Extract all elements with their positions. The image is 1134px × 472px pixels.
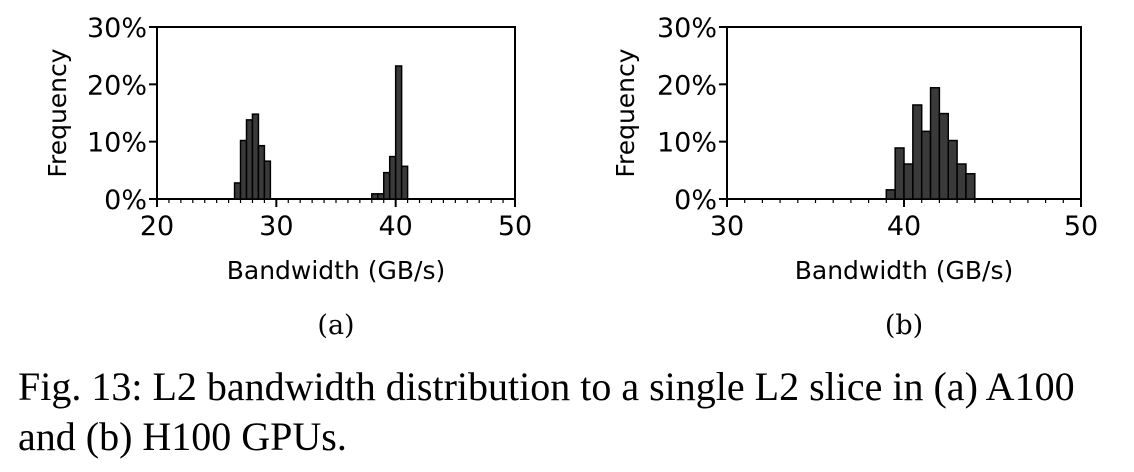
histogram-bar-b-7 (947, 139, 958, 200)
x-axis-ticks-b: 30 40 50 (710, 199, 1098, 242)
histogram-bar-a-9 (388, 155, 397, 200)
histogram-bar-a-7 (377, 193, 385, 200)
y-tick-label-a-0: 0% (104, 185, 147, 216)
histogram-panel-b: 30 40 50 0% 10% 20% 30% Bandwidth (GB/s) Freq… (611, 13, 1098, 341)
subplot-label-a: (a) (317, 310, 354, 341)
y-axis-ticks-b: 0% 10% 20% 30% (657, 13, 727, 216)
histogram-bar-a-4 (257, 144, 266, 200)
y-tick-label-b-2: 20% (657, 70, 717, 101)
histogram-bar-a-8 (382, 171, 391, 200)
y-tick-label-b-1: 10% (657, 128, 717, 159)
histogram-bar-a-5 (263, 160, 272, 200)
histogram-bar-a-6 (371, 193, 379, 200)
y-axis-label-a: Frequency (43, 48, 72, 177)
y-tick-label-a-1: 10% (87, 128, 147, 159)
histogram-bar-b-9 (965, 173, 976, 200)
histogram-bar-b-2 (903, 163, 914, 200)
histogram-bar-b-8 (956, 163, 967, 200)
histogram-bar-b-1 (894, 147, 905, 200)
y-axis-ticks-a: 0% 10% 20% 30% (87, 13, 157, 216)
x-axis-label-a: Bandwidth (GB/s) (227, 256, 446, 285)
histogram-bars-b (885, 87, 976, 200)
x-tick-label-a-0: 20 (140, 211, 174, 242)
histogram-bars-a (233, 65, 409, 200)
histogram-bar-a-3 (251, 113, 260, 200)
histogram-bar-a-2 (245, 119, 254, 200)
x-tick-label-a-3: 50 (498, 211, 532, 242)
x-axis-label-b: Bandwidth (GB/s) (795, 256, 1014, 285)
histogram-bar-b-5 (929, 87, 941, 200)
histogram-bar-b-6 (938, 112, 950, 200)
x-tick-label-a-1: 30 (259, 211, 293, 242)
histogram-bar-b-0 (885, 189, 896, 200)
x-tick-label-b-1: 40 (887, 211, 921, 242)
y-tick-label-a-3: 30% (87, 13, 147, 44)
x-tick-label-b-2: 50 (1064, 211, 1098, 242)
x-tick-label-a-2: 40 (378, 211, 412, 242)
y-axis-label-b: Frequency (611, 48, 640, 177)
histogram-bar-b-4 (920, 130, 932, 200)
histogram-bar-a-10 (394, 65, 403, 200)
histogram-bar-a-1 (239, 139, 248, 200)
plot-frame-a (156, 26, 516, 200)
figure-caption: Fig. 13: L2 bandwidth distribution to a … (18, 364, 1075, 459)
histogram-bar-a-0 (233, 182, 242, 200)
x-axis-ticks-a: 20 30 40 50 (140, 199, 532, 242)
histogram-panel-a: 20 30 40 50 0% 10% 20% 30% Bandwidth (GB/s) Fr… (43, 13, 532, 341)
subplot-label-b: (b) (885, 310, 923, 341)
histogram-bar-b-3 (912, 104, 923, 200)
figure-canvas: 20 30 40 50 0% 10% 20% 30% Bandwidth (GB/s) Fr… (43, 13, 1098, 341)
y-tick-label-b-3: 30% (657, 13, 717, 44)
histogram-bar-a-11 (400, 165, 409, 200)
y-tick-label-a-2: 20% (87, 70, 147, 101)
x-tick-label-b-0: 30 (710, 211, 744, 242)
y-tick-label-b-0: 0% (674, 185, 717, 216)
